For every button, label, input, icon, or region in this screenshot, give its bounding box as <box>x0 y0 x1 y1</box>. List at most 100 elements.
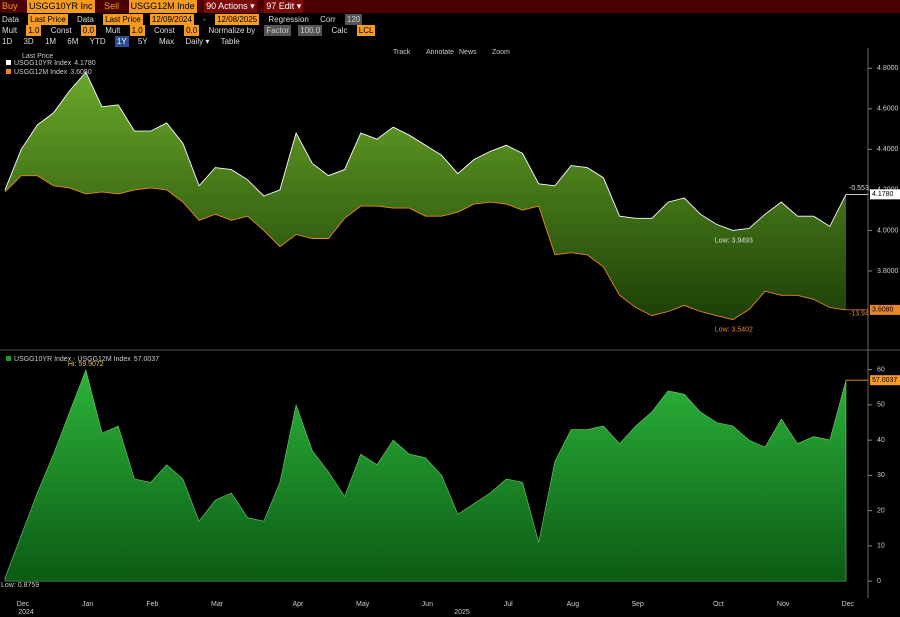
price-tag <box>870 375 900 386</box>
range-button[interactable]: 1Y <box>114 36 129 47</box>
low-label: Low: 0.8759 <box>1 582 39 589</box>
x-tick-label: Aug <box>567 601 580 608</box>
spread-fill <box>5 72 846 320</box>
range-button[interactable]: 3D <box>23 37 34 46</box>
date-input[interactable]: 12/09/2024 <box>149 14 194 25</box>
range-button[interactable]: Max <box>158 37 175 46</box>
frequency-select[interactable]: Daily ▾ <box>185 37 210 46</box>
x-tick-label: Oct <box>713 601 724 608</box>
legend-value: 3.6080 <box>70 69 92 76</box>
high-label: Hi: 59.9072 <box>68 361 104 368</box>
number-input[interactable]: 120 <box>344 14 363 25</box>
price-tag-label: 3.6080 <box>872 307 894 314</box>
series-line <box>4 71 847 231</box>
date-input[interactable]: 12/08/2025 <box>215 14 260 25</box>
data-bar: Data Last Price Data Last Price 12/09/20… <box>0 14 900 25</box>
ticker-input[interactable]: USGG10YR Inc <box>27 0 95 13</box>
x-tick-label: Nov <box>777 601 790 608</box>
y-tick-label: 40 <box>877 437 885 444</box>
normalize-select[interactable]: Factor <box>264 25 292 36</box>
label: Data <box>2 15 19 24</box>
number-input[interactable]: 1.0 <box>26 25 42 36</box>
price-tag-label: 57.0037 <box>872 377 897 384</box>
x-tick-label: Feb <box>146 601 158 608</box>
y-tick-label: 0 <box>877 578 881 585</box>
edit-menu[interactable]: 97 Edit ▾ <box>264 0 304 13</box>
calc-bar: Mult 1.0 Const 0.0 Mult 1.0 Const 0.0 No… <box>0 25 900 36</box>
table-button[interactable]: Table <box>220 37 240 46</box>
legend-swatch <box>6 69 11 74</box>
number-input[interactable]: 0.0 <box>80 25 96 36</box>
change-label: -0.553 <box>849 185 869 192</box>
number-input[interactable]: 100.0 <box>298 25 323 36</box>
checkbox-label[interactable]: Corr <box>320 15 336 24</box>
checkbox-label[interactable]: Regression <box>268 15 309 24</box>
field-select[interactable]: Last Price <box>103 14 143 25</box>
legend-swatch <box>6 60 11 65</box>
x-tick-label: Jul <box>504 601 513 608</box>
label: Const <box>153 26 175 35</box>
plot-background <box>0 48 900 617</box>
range-button[interactable]: 1D <box>2 37 13 46</box>
price-tag <box>870 304 900 315</box>
actions-menu[interactable]: 90 Actions ▾ <box>204 0 257 13</box>
checkbox-label[interactable]: Normalize by <box>208 26 256 35</box>
legend-entry: USGG12M Index <box>14 69 68 76</box>
label: Mult <box>105 26 121 35</box>
buy-label: Buy <box>2 1 18 11</box>
x-tick-label: Jun <box>422 601 433 608</box>
sell-label: Sell <box>104 1 120 11</box>
price-tag-label: 4.1780 <box>872 191 894 198</box>
label: Calc <box>331 26 348 35</box>
chart-tool[interactable]: Zoom <box>492 49 510 56</box>
label: Const <box>50 26 72 35</box>
number-input[interactable]: 1.0 <box>129 25 145 36</box>
x-tick-label: Mar <box>211 601 224 608</box>
x-tick-label: Apr <box>292 601 304 608</box>
year-label: 2024 <box>18 609 34 616</box>
x-tick-label: Jan <box>82 601 93 608</box>
low-label: Low: 3.9493 <box>715 237 753 244</box>
y-tick-label: 30 <box>877 472 885 479</box>
range-button[interactable]: 1M <box>44 37 57 46</box>
x-tick-label: May <box>356 601 370 608</box>
label: Mult <box>2 26 18 35</box>
range-button[interactable]: 6M <box>67 37 79 46</box>
legend-value: 57.0037 <box>134 356 159 363</box>
low-label: Low: 3.5402 <box>715 326 753 333</box>
chart-tool[interactable]: Annotate <box>426 49 454 56</box>
y-tick-label: 4.8000 <box>877 65 899 72</box>
ticker-input[interactable]: USGG12M Inde <box>128 0 197 13</box>
legend-swatch <box>6 356 11 361</box>
number-input[interactable]: 0.0 <box>184 25 200 36</box>
change-label: -13.94 <box>849 311 869 318</box>
x-tick-label: Dec <box>842 601 855 608</box>
chart-tool[interactable]: News <box>459 49 477 56</box>
y-tick-label: 10 <box>877 543 885 550</box>
chart-tool[interactable]: Track <box>393 49 411 56</box>
field-select[interactable]: Last Price <box>28 14 68 25</box>
y-tick-label: 50 <box>877 402 885 409</box>
range-bar: 1D 3D 1M 6M YTD 1Y 5Y Max Daily ▾ Table <box>0 36 900 47</box>
price-tag <box>870 189 900 200</box>
area-fill <box>4 369 847 582</box>
legend-value: 4.1780 <box>74 60 96 67</box>
y-tick-label: 4.0000 <box>877 227 899 234</box>
range-button[interactable]: 5Y <box>137 37 148 46</box>
legend-entry: USGG10YR Index - USGG12M Index <box>14 356 131 363</box>
range-button[interactable]: YTD <box>89 37 106 46</box>
y-tick-label: 20 <box>877 507 885 514</box>
separator: - <box>203 15 206 24</box>
label: Data <box>76 15 94 24</box>
x-tick-label: Dec <box>17 601 30 608</box>
y-tick-label: 3.8000 <box>877 268 899 275</box>
calc-select[interactable]: LCL <box>356 25 376 36</box>
y-tick-label: 4.2000 <box>877 187 899 194</box>
x-tick-label: Sep <box>631 601 644 608</box>
series-line <box>4 175 847 321</box>
y-tick-label: 4.4000 <box>877 146 899 153</box>
y-tick-label: 4.6000 <box>877 106 899 113</box>
subtitle: Last Price <box>22 53 53 60</box>
